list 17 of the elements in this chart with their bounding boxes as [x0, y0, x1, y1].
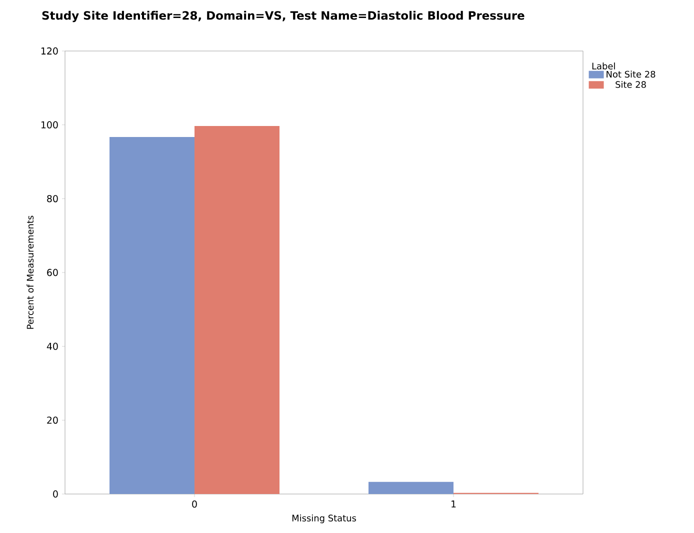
- legend-label: Not Site 28: [606, 70, 656, 78]
- bar: [368, 482, 454, 494]
- y-tick-label: 100: [41, 121, 58, 128]
- y-tick-label: 20: [47, 416, 58, 424]
- y-axis-title: Percent of Measurements: [26, 216, 34, 329]
- legend-title: Label: [592, 62, 615, 70]
- y-tick-label: 120: [41, 47, 58, 55]
- y-tick-label: 80: [47, 195, 58, 202]
- bar: [110, 137, 195, 494]
- y-tick-label: 40: [46, 342, 58, 350]
- x-tick-label: 1: [452, 500, 456, 508]
- x-axis-title: Missing Status: [292, 514, 356, 524]
- legend-label: Site 28: [616, 80, 646, 88]
- y-tick-label: 60: [47, 268, 58, 276]
- y-tick-label: 0: [53, 490, 58, 498]
- bar: [194, 126, 280, 494]
- chart-title: Study Site Identifier=28, Domain=VS, Test Name=Diastolic Blood Pressure: [42, 10, 524, 22]
